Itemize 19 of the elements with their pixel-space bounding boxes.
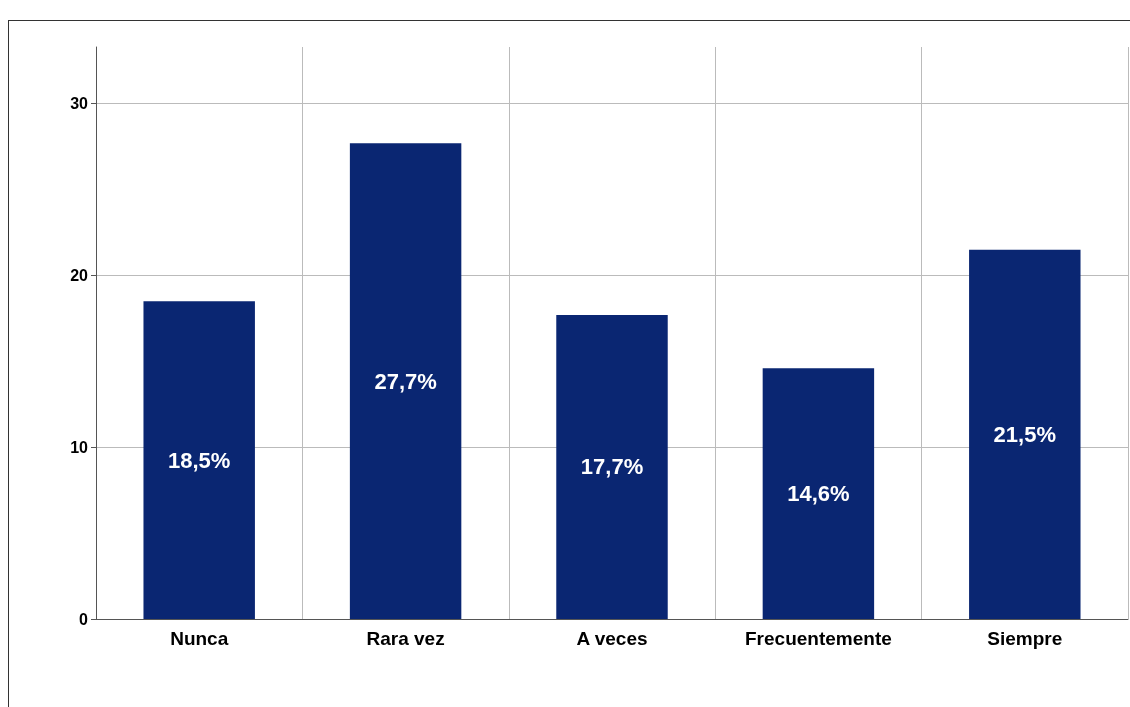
y-tick-label: 20 [70, 266, 89, 284]
x-tick-label: A veces [576, 628, 648, 649]
y-tick-label: 0 [79, 610, 89, 628]
data-label: 27,7% [374, 368, 437, 394]
data-label: 17,7% [580, 454, 644, 480]
bar [349, 143, 462, 619]
bar [969, 249, 1081, 619]
x-tick-label: Rara vez [366, 628, 445, 649]
x-tick-label: Frecuentemente [745, 628, 892, 649]
bar [143, 301, 255, 619]
y-tick-label: 10 [70, 438, 89, 456]
data-label: 14,6% [787, 481, 850, 507]
x-tick-label: Nunca [170, 628, 229, 649]
y-tick-label: 30 [70, 95, 89, 113]
data-label: 21,5% [993, 421, 1056, 447]
bar [556, 314, 668, 619]
bar [762, 368, 875, 619]
data-label: 18,5% [168, 447, 231, 473]
x-tick-label: Siempre [987, 628, 1063, 649]
